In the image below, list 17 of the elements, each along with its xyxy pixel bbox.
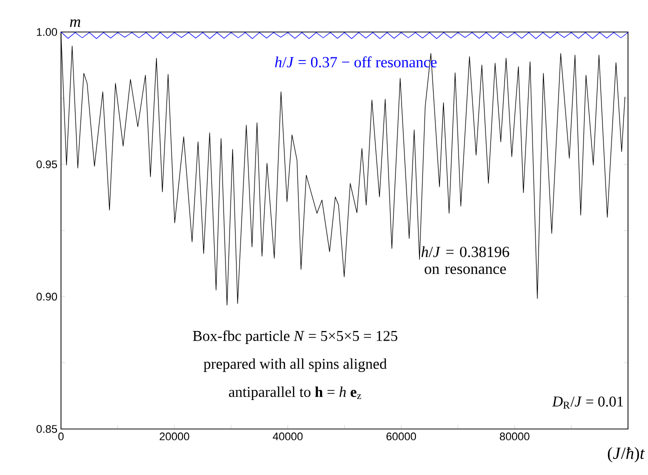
annotation: D$_{R}$/J = 0.01	[552, 396, 623, 409]
y-tick-label: 0.90	[36, 292, 58, 301]
y-axis-title: m	[70, 19, 80, 27]
annotation: Box-fbc particle N = 5×5×5 = 125	[192, 330, 398, 344]
annotation: antiparallel to h = h e$_{z}$	[228, 386, 362, 400]
annotation: prepared with all spins aligned	[204, 358, 387, 372]
line-series	[60, 32, 628, 39]
x-tick-label: 0	[58, 432, 64, 440]
y-tick-label: 1.00	[36, 28, 58, 36]
x-tick-label: 80000	[500, 432, 530, 440]
y-tick-label: 0.85	[36, 425, 58, 433]
x-tick-label: 60000	[386, 432, 416, 440]
x-axis-title: (J/ħ)t	[608, 447, 645, 462]
x-tick-label: 20000	[160, 432, 190, 440]
series-label: h/J = 0.38196 on resonance	[422, 246, 510, 274]
x-tick-label: 40000	[272, 432, 303, 440]
y-tick-label: 0.95	[36, 160, 58, 168]
